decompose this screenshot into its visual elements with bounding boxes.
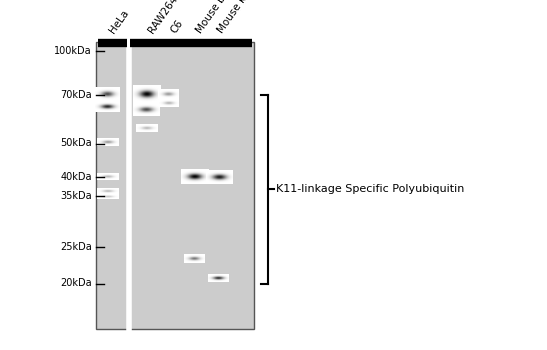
Text: K11-linkage Specific Polyubiquitin: K11-linkage Specific Polyubiquitin (276, 184, 464, 194)
Text: 100kDa: 100kDa (54, 46, 92, 56)
Text: Mouse brain: Mouse brain (194, 0, 239, 35)
Text: Mouse kidney: Mouse kidney (216, 0, 265, 35)
Text: 25kDa: 25kDa (60, 242, 92, 252)
Text: 40kDa: 40kDa (60, 172, 92, 182)
Text: C6: C6 (168, 18, 185, 35)
Text: 50kDa: 50kDa (60, 139, 92, 148)
Text: 20kDa: 20kDa (60, 279, 92, 288)
Text: HeLa: HeLa (108, 8, 131, 35)
Text: 70kDa: 70kDa (60, 90, 92, 99)
Text: RAW264.7: RAW264.7 (147, 0, 185, 35)
Bar (96, 42, 254, 329)
Text: 35kDa: 35kDa (60, 191, 92, 201)
